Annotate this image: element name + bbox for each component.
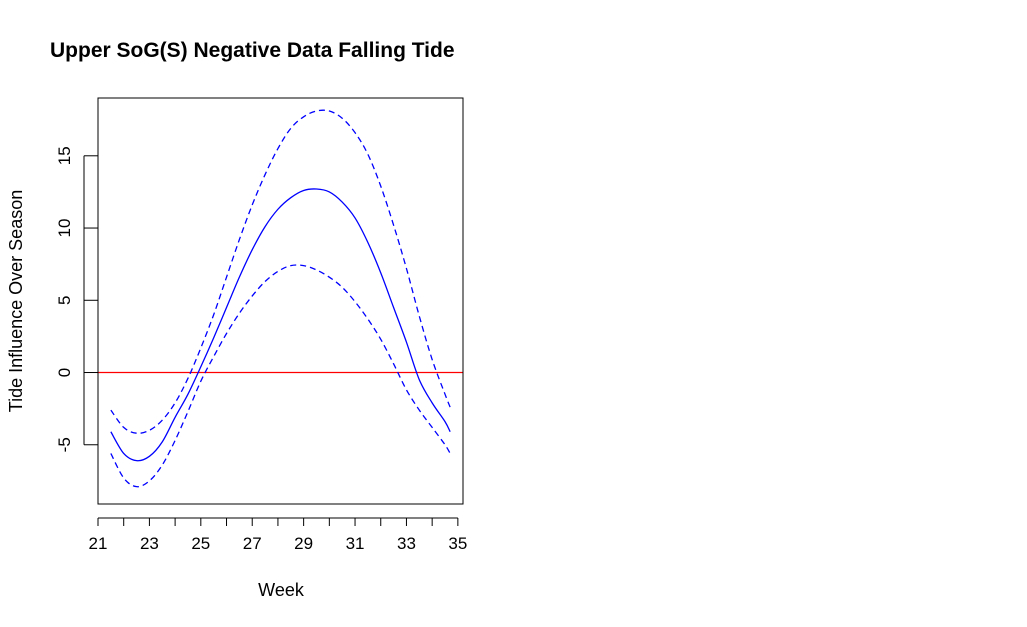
x-tick-label: 23 (140, 534, 159, 553)
y-tick-label: 10 (55, 219, 74, 238)
x-axis-label: Week (258, 580, 305, 600)
x-tick-label: 21 (89, 534, 108, 553)
y-axis: -5 0 5 10 15 (55, 146, 98, 452)
x-tick-label: 31 (346, 534, 365, 553)
y-tick-label: 15 (55, 146, 74, 165)
plot-area (98, 109, 463, 488)
series-line-lower (110, 264, 451, 488)
chart-title: Upper SoG(S) Negative Data Falling Tide (50, 39, 455, 62)
y-tick-label: -5 (55, 437, 74, 452)
x-tick-label: 25 (191, 534, 210, 553)
series-line-fit (110, 188, 451, 462)
x-tick-label: 27 (243, 534, 262, 553)
plot-frame (97, 97, 464, 505)
x-tick-label: 35 (448, 534, 467, 553)
y-tick-label: 5 (55, 296, 74, 305)
y-tick-label: 0 (55, 368, 74, 377)
x-tick-label: 29 (294, 534, 313, 553)
x-tick-label: 33 (397, 534, 416, 553)
y-axis-label: Tide Influence Over Season (6, 190, 26, 412)
x-axis: 21 23 25 27 29 31 33 35 (89, 517, 467, 553)
series-line-upper (110, 109, 451, 434)
